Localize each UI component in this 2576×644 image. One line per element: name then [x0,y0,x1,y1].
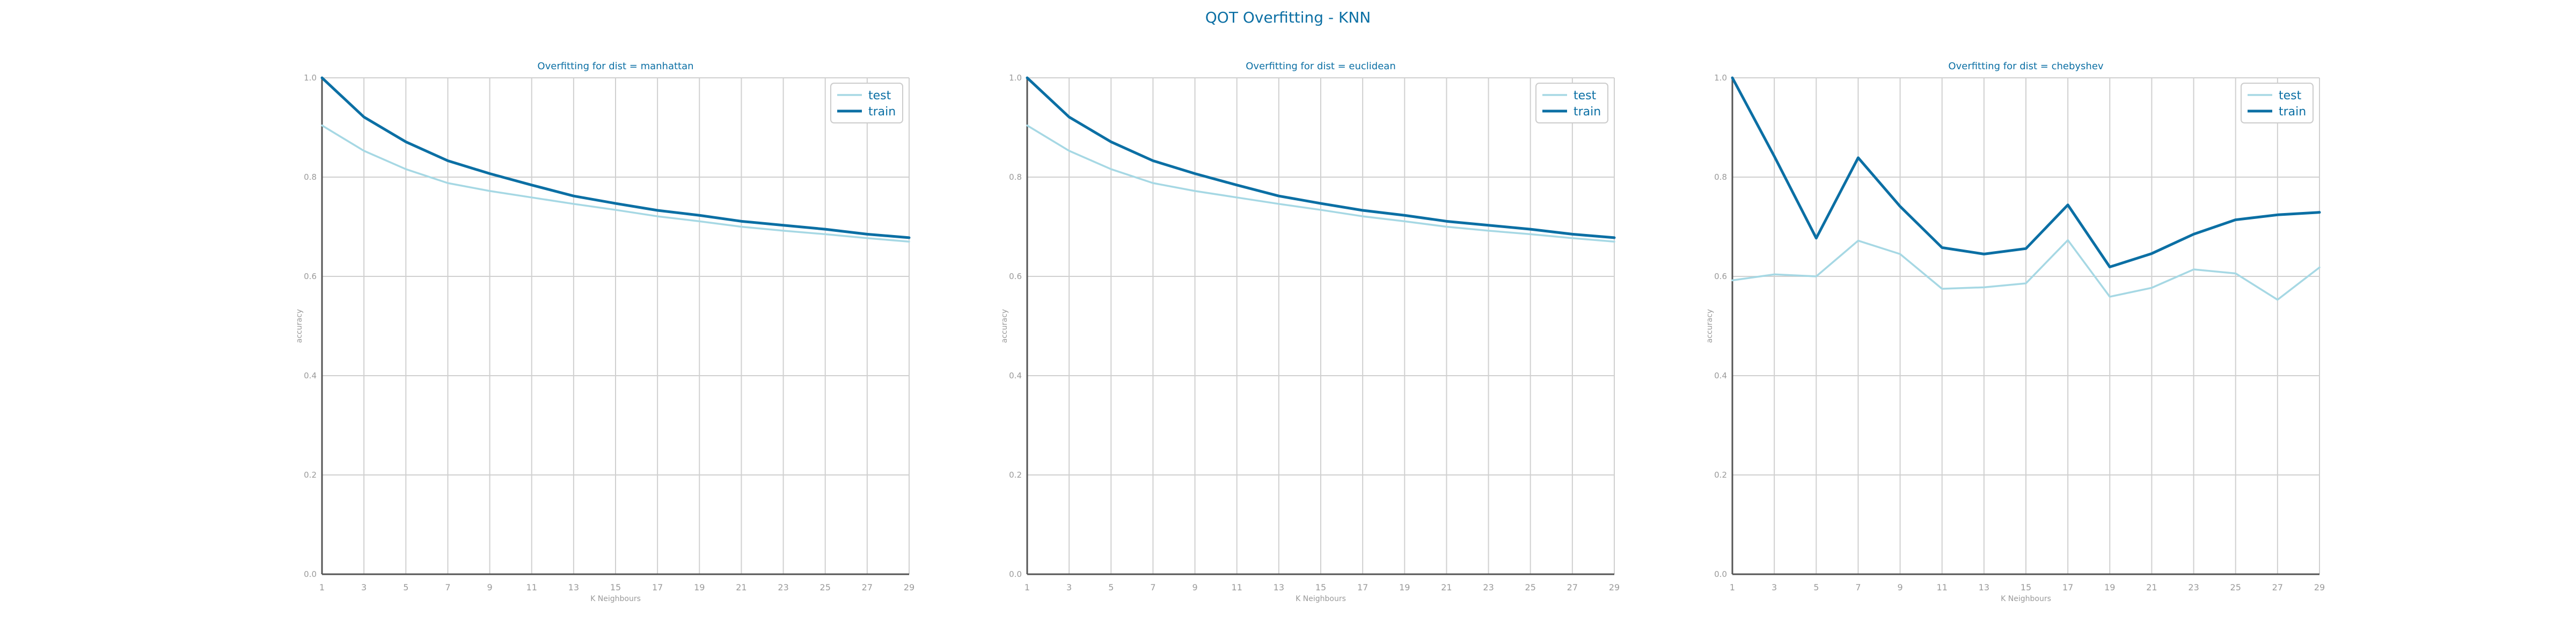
y-tick-label: 1.0 [1714,73,1727,83]
x-tick-label: 7 [445,582,450,592]
x-tick-label: 17 [1357,582,1368,592]
y-tick-label: 0.0 [1009,569,1022,579]
x-tick-label: 25 [1525,582,1536,592]
x-tick-label: 13 [568,582,579,592]
x-tick-label: 3 [1772,582,1777,592]
y-tick-label: 0.0 [1714,569,1727,579]
series-line-test [1731,239,2321,301]
series-line-test [1026,125,1615,243]
legend-label-test: test [2279,89,2302,103]
legend-box [1535,83,1608,123]
series-line-train [1731,76,2321,268]
x-tick-label: 21 [736,582,747,592]
x-tick-label: 5 [1108,582,1114,592]
chart-panel-2: 1 3 5 7 9 11 13 15 17 19 21 23 25 27 290.00.20.40.60.8… [1000,61,1620,603]
x-tick-label: 1 [1730,582,1735,592]
chart-panel-3: 1 3 5 7 9 11 13 15 17 19 21 23 25 27 290.00.20.40.60.8… [1706,61,2325,603]
x-tick-label: 9 [1897,582,1902,592]
x-tick-label: 27 [862,582,873,592]
x-tick-label: 15 [610,582,621,592]
y-tick-label: 0.6 [1714,272,1727,281]
x-tick-label: 15 [1315,582,1326,592]
x-tick-label: 11 [1937,582,1948,592]
x-tick-label: 29 [904,582,914,592]
x-tick-label: 17 [652,582,663,592]
legend-label-train: train [1574,105,1601,119]
x-tick-label: 27 [1567,582,1578,592]
x-tick-label: 5 [403,582,408,592]
x-tick-label: 1 [319,582,325,592]
x-tick-label: 23 [2188,582,2199,592]
x-tick-label: 23 [1483,582,1494,592]
series-line-train [320,76,911,239]
x-tick-label: 21 [2146,582,2157,592]
chart-title: Overfitting for dist = euclidean [1246,61,1395,72]
x-tick-label: 13 [1274,582,1284,592]
y-axis-label: accuracy [295,309,304,343]
x-tick-label: 3 [361,582,367,592]
y-axis-label: accuracy [1000,309,1009,343]
legend-box [2241,83,2314,123]
x-tick-label: 19 [694,582,705,592]
x-tick-label: 3 [1066,582,1072,592]
legend-label-test: test [868,89,891,103]
legend: test train [830,83,903,123]
x-axis-label: K Neighbours [590,595,641,603]
legend-label-test: test [1574,89,1597,103]
x-tick-label: 19 [1399,582,1410,592]
x-tick-label: 21 [1441,582,1452,592]
y-tick-label: 0.2 [1714,470,1727,480]
x-tick-label: 15 [2021,582,2031,592]
x-axis-label: K Neighbours [2001,595,2051,603]
x-tick-label: 5 [1813,582,1819,592]
x-tick-label: 27 [2272,582,2283,592]
x-tick-label: 11 [1232,582,1242,592]
legend: test train [2241,83,2314,123]
series-line-test [321,125,910,243]
x-tick-label: 11 [526,582,537,592]
legend-box [830,83,903,123]
series-line-train [1026,76,1616,239]
y-tick-label: 0.8 [304,172,317,182]
x-tick-label: 13 [1979,582,1989,592]
y-tick-label: 0.8 [1009,172,1022,182]
x-tick-label: 1 [1024,582,1030,592]
chart-title: Overfitting for dist = manhattan [537,61,693,72]
y-tick-label: 0.6 [304,272,317,281]
x-tick-label: 25 [2230,582,2241,592]
legend-label-train: train [868,105,896,119]
legend: test train [1535,83,1608,123]
legend-label-train: train [2279,105,2306,119]
x-tick-label: 23 [778,582,788,592]
x-axis-label: K Neighbours [1296,595,1346,603]
x-tick-label: 17 [2062,582,2073,592]
chart-title: Overfitting for dist = chebyshev [1948,61,2103,72]
y-tick-label: 0.6 [1009,272,1022,281]
y-tick-label: 0.2 [304,470,317,480]
x-tick-label: 29 [1609,582,1620,592]
y-tick-label: 1.0 [304,73,317,83]
chart-panel-1: 1 3 5 7 9 11 13 15 17 19 21 23 25 27 290.00.20.40.60.8… [295,61,914,603]
x-tick-label: 7 [1855,582,1861,592]
y-tick-label: 0.0 [304,569,317,579]
x-tick-label: 9 [487,582,492,592]
x-tick-label: 7 [1150,582,1155,592]
y-axis-label: accuracy [1706,309,1714,343]
y-tick-label: 1.0 [1009,73,1022,83]
y-tick-label: 0.8 [1714,172,1727,182]
x-tick-label: 25 [820,582,831,592]
y-tick-label: 0.4 [1714,371,1727,380]
y-tick-label: 0.4 [304,371,317,380]
x-tick-label: 9 [1192,582,1197,592]
x-tick-label: 19 [2104,582,2115,592]
figure-title: QOT Overfitting - KNN [1205,9,1371,26]
y-tick-label: 0.2 [1009,470,1022,480]
y-tick-label: 0.4 [1009,371,1022,380]
x-tick-label: 29 [2314,582,2325,592]
